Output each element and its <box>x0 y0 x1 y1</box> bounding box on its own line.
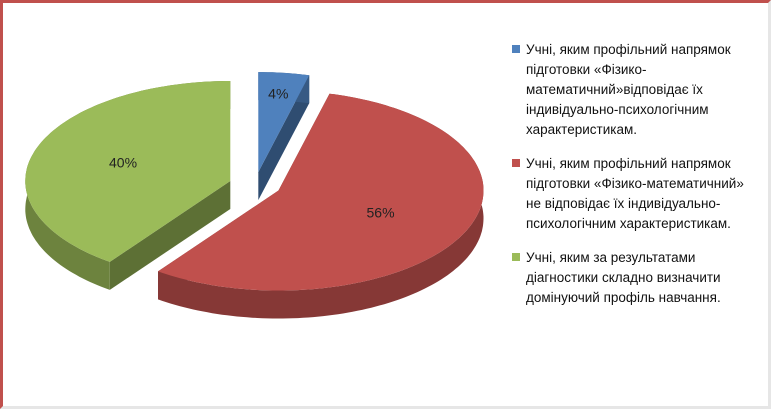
legend-item: Учні, яким профільний напрямок підготовк… <box>512 154 760 234</box>
data-label: 4% <box>268 85 288 101</box>
legend-label: Учні, яким профільний напрямок підготовк… <box>526 42 731 137</box>
slice-wall <box>158 93 484 319</box>
legend-swatch <box>512 253 520 261</box>
slice <box>158 93 484 291</box>
data-label: 56% <box>367 205 395 221</box>
slice-side <box>258 75 310 201</box>
slice-side <box>109 181 231 290</box>
legend-swatch <box>512 45 520 53</box>
legend-item: Учні, яким профільний напрямок підготовк… <box>512 40 760 140</box>
legend-item: Учні, яким за результатами діагностики с… <box>512 248 760 308</box>
legend-label: Учні, яким за результатами діагностики с… <box>526 250 721 305</box>
slice <box>258 72 310 173</box>
legend-swatch <box>512 159 520 167</box>
legend-label: Учні, яким профільний напрямок підготовк… <box>526 156 744 231</box>
legend: Учні, яким профільний напрямок підготовк… <box>512 40 760 322</box>
slice <box>25 81 231 262</box>
data-label: 40% <box>109 155 137 171</box>
